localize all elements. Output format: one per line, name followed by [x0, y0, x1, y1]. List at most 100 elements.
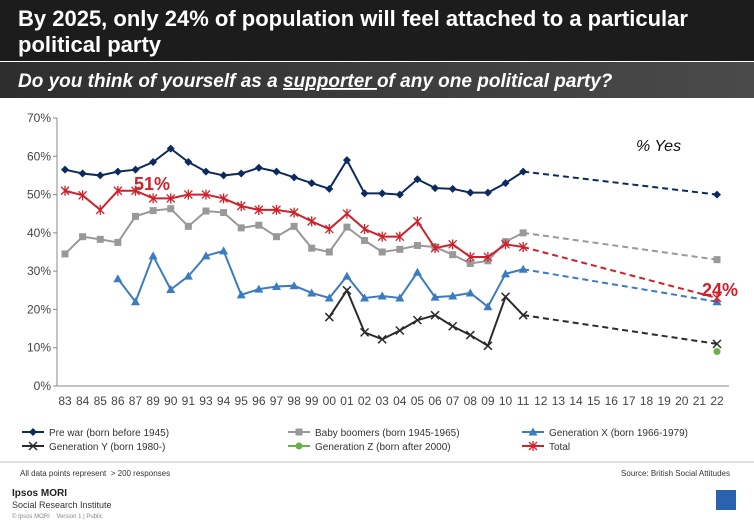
marker	[325, 184, 334, 193]
marker	[95, 204, 105, 215]
y-tick-label: 20%	[27, 302, 51, 316]
marker	[78, 190, 88, 201]
marker	[113, 185, 123, 196]
marker	[430, 243, 440, 254]
marker	[166, 193, 176, 204]
x-tick-label: 99	[305, 394, 319, 408]
projection-line	[523, 170, 718, 196]
marker	[131, 165, 140, 174]
x-tick-label: 87	[129, 394, 143, 408]
x-tick-label: 91	[182, 394, 196, 408]
marker	[96, 235, 104, 243]
marker	[465, 251, 475, 262]
legend-label: Generation Y (born 1980-)	[49, 442, 165, 453]
projection-line	[522, 246, 718, 299]
marker	[183, 271, 193, 280]
marker	[131, 185, 140, 196]
marker	[395, 293, 405, 302]
marker	[167, 205, 175, 213]
x-tick-label: 00	[323, 394, 337, 408]
marker	[61, 250, 69, 258]
marker	[518, 242, 528, 253]
annotation: 51%	[134, 174, 170, 194]
x-tick-label: 12	[534, 394, 548, 408]
marker	[289, 281, 299, 290]
marker	[449, 251, 457, 259]
marker	[466, 188, 475, 197]
marker	[377, 291, 387, 300]
logo	[716, 490, 736, 510]
marker	[430, 292, 440, 301]
marker	[113, 167, 122, 176]
marker	[378, 248, 386, 256]
marker	[412, 216, 422, 227]
marker	[518, 264, 528, 273]
marker	[325, 248, 333, 256]
x-tick-label: 84	[76, 394, 90, 408]
marker	[220, 209, 228, 217]
marker	[466, 259, 474, 267]
x-tick-label: 02	[358, 394, 372, 408]
marker	[378, 189, 387, 198]
marker	[430, 310, 440, 320]
marker	[483, 302, 493, 311]
marker	[324, 224, 334, 235]
marker	[519, 229, 527, 237]
x-tick-label: 93	[199, 394, 213, 408]
marker	[79, 233, 87, 241]
marker	[254, 163, 263, 172]
marker	[324, 293, 334, 302]
marker	[448, 291, 458, 300]
x-tick-label: 21	[693, 394, 707, 408]
marker	[61, 165, 69, 174]
source: Source: British Social Attitudes	[621, 469, 730, 478]
marker	[148, 251, 158, 260]
marker	[483, 188, 492, 197]
marker	[131, 212, 139, 220]
marker	[448, 184, 457, 193]
marker	[360, 189, 369, 198]
marker	[201, 251, 211, 260]
marker	[272, 233, 280, 241]
footer-brand: Ipsos MORI	[12, 488, 67, 499]
marker	[413, 241, 421, 249]
marker	[360, 293, 370, 302]
marker	[324, 312, 334, 322]
marker	[130, 297, 140, 306]
marker	[518, 310, 528, 320]
y-tick-label: 30%	[27, 264, 51, 278]
marker	[412, 267, 422, 276]
marker	[254, 284, 264, 293]
y-tick-label: 70%	[27, 111, 51, 125]
marker	[342, 285, 352, 295]
marker	[395, 231, 405, 242]
marker	[713, 190, 721, 199]
projection-line	[522, 268, 718, 303]
marker	[342, 271, 352, 280]
marker	[501, 179, 510, 188]
series-line	[65, 191, 717, 298]
footnote: All data points represent > 200 response…	[20, 469, 170, 478]
x-tick-label: 14	[569, 394, 583, 408]
marker	[396, 245, 404, 253]
marker	[360, 224, 370, 235]
marker	[219, 193, 229, 204]
marker	[184, 222, 192, 230]
marker	[713, 348, 721, 356]
x-tick-label: 22	[710, 394, 724, 408]
marker	[483, 341, 493, 351]
footer-institute: Social Research Institute	[12, 500, 112, 510]
x-tick-label: 05	[411, 394, 425, 408]
legend-label: Total	[549, 442, 570, 453]
legend-label: Pre war (born before 1945)	[49, 428, 169, 439]
subtitle-emphasis: supporter	[283, 71, 377, 92]
x-tick-label: 13	[552, 394, 566, 408]
marker	[237, 169, 246, 178]
x-tick-label: 06	[428, 394, 442, 408]
footer-copyright: © Ipsos MORI Version 1 | Public	[12, 513, 103, 520]
x-tick-label: 89	[146, 394, 160, 408]
marker	[149, 207, 157, 215]
marker	[501, 269, 511, 278]
annotation: 24%	[702, 280, 738, 300]
marker	[202, 207, 210, 215]
